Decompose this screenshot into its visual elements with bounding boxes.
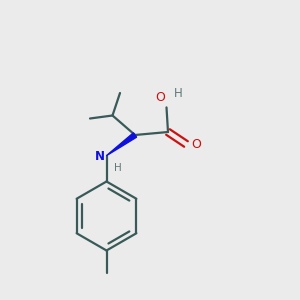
Text: H: H (174, 87, 183, 100)
Polygon shape (106, 133, 136, 156)
Text: O: O (191, 137, 201, 151)
Text: H: H (114, 163, 122, 172)
Text: N: N (95, 149, 105, 163)
Text: O: O (155, 92, 165, 104)
